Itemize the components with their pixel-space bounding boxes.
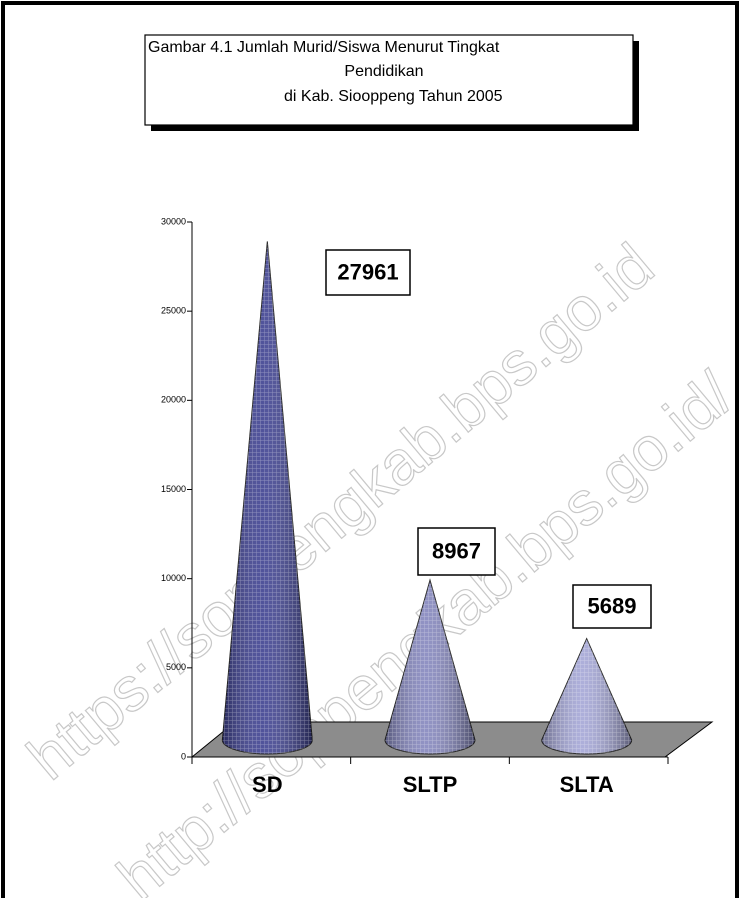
title-box — [144, 34, 634, 126]
y-tick-label: 10000 — [161, 573, 186, 583]
title-line: Pendidikan — [344, 63, 423, 80]
value-box — [325, 249, 411, 296]
value-label: 5689 — [588, 593, 637, 618]
x-tick-label: SLTA — [560, 772, 614, 797]
x-tick-label: SLTP — [403, 772, 458, 797]
y-tick-label: 25000 — [161, 306, 186, 316]
y-tick-label: 0 — [181, 751, 186, 761]
title-line: di Kab. Siooppeng Tahun 2005 — [284, 88, 503, 105]
x-tick-label: SD — [252, 772, 283, 797]
y-tick-label: 15000 — [161, 484, 186, 494]
y-tick-label: 30000 — [161, 216, 186, 226]
value-label: 27961 — [337, 259, 398, 284]
cone-texture — [222, 241, 313, 754]
value-box — [417, 527, 496, 576]
value-label: 8967 — [432, 538, 481, 563]
cone-texture — [541, 638, 632, 754]
value-box — [572, 584, 652, 629]
y-tick-label: 5000 — [166, 662, 186, 672]
title-line: Gambar 4.1 Jumlah Murid/Siswa Menurut Ti… — [148, 39, 500, 56]
y-tick-label: 20000 — [161, 395, 186, 405]
cone-texture — [385, 580, 475, 754]
